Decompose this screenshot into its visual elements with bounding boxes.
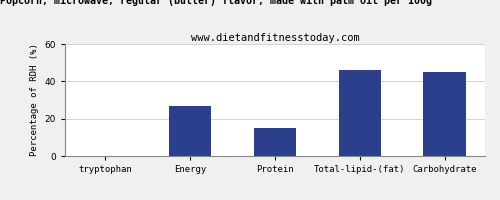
Bar bbox=[169, 106, 212, 156]
Bar bbox=[254, 128, 296, 156]
Title: www.dietandfitnesstoday.com: www.dietandfitnesstoday.com bbox=[190, 33, 360, 43]
Bar bbox=[338, 70, 381, 156]
Y-axis label: Percentage of RDH (%): Percentage of RDH (%) bbox=[30, 44, 39, 156]
Text: Popcorn, microwave, regular (butter) flavor, made with palm oil per 100g: Popcorn, microwave, regular (butter) fla… bbox=[0, 0, 432, 6]
Bar bbox=[424, 72, 466, 156]
